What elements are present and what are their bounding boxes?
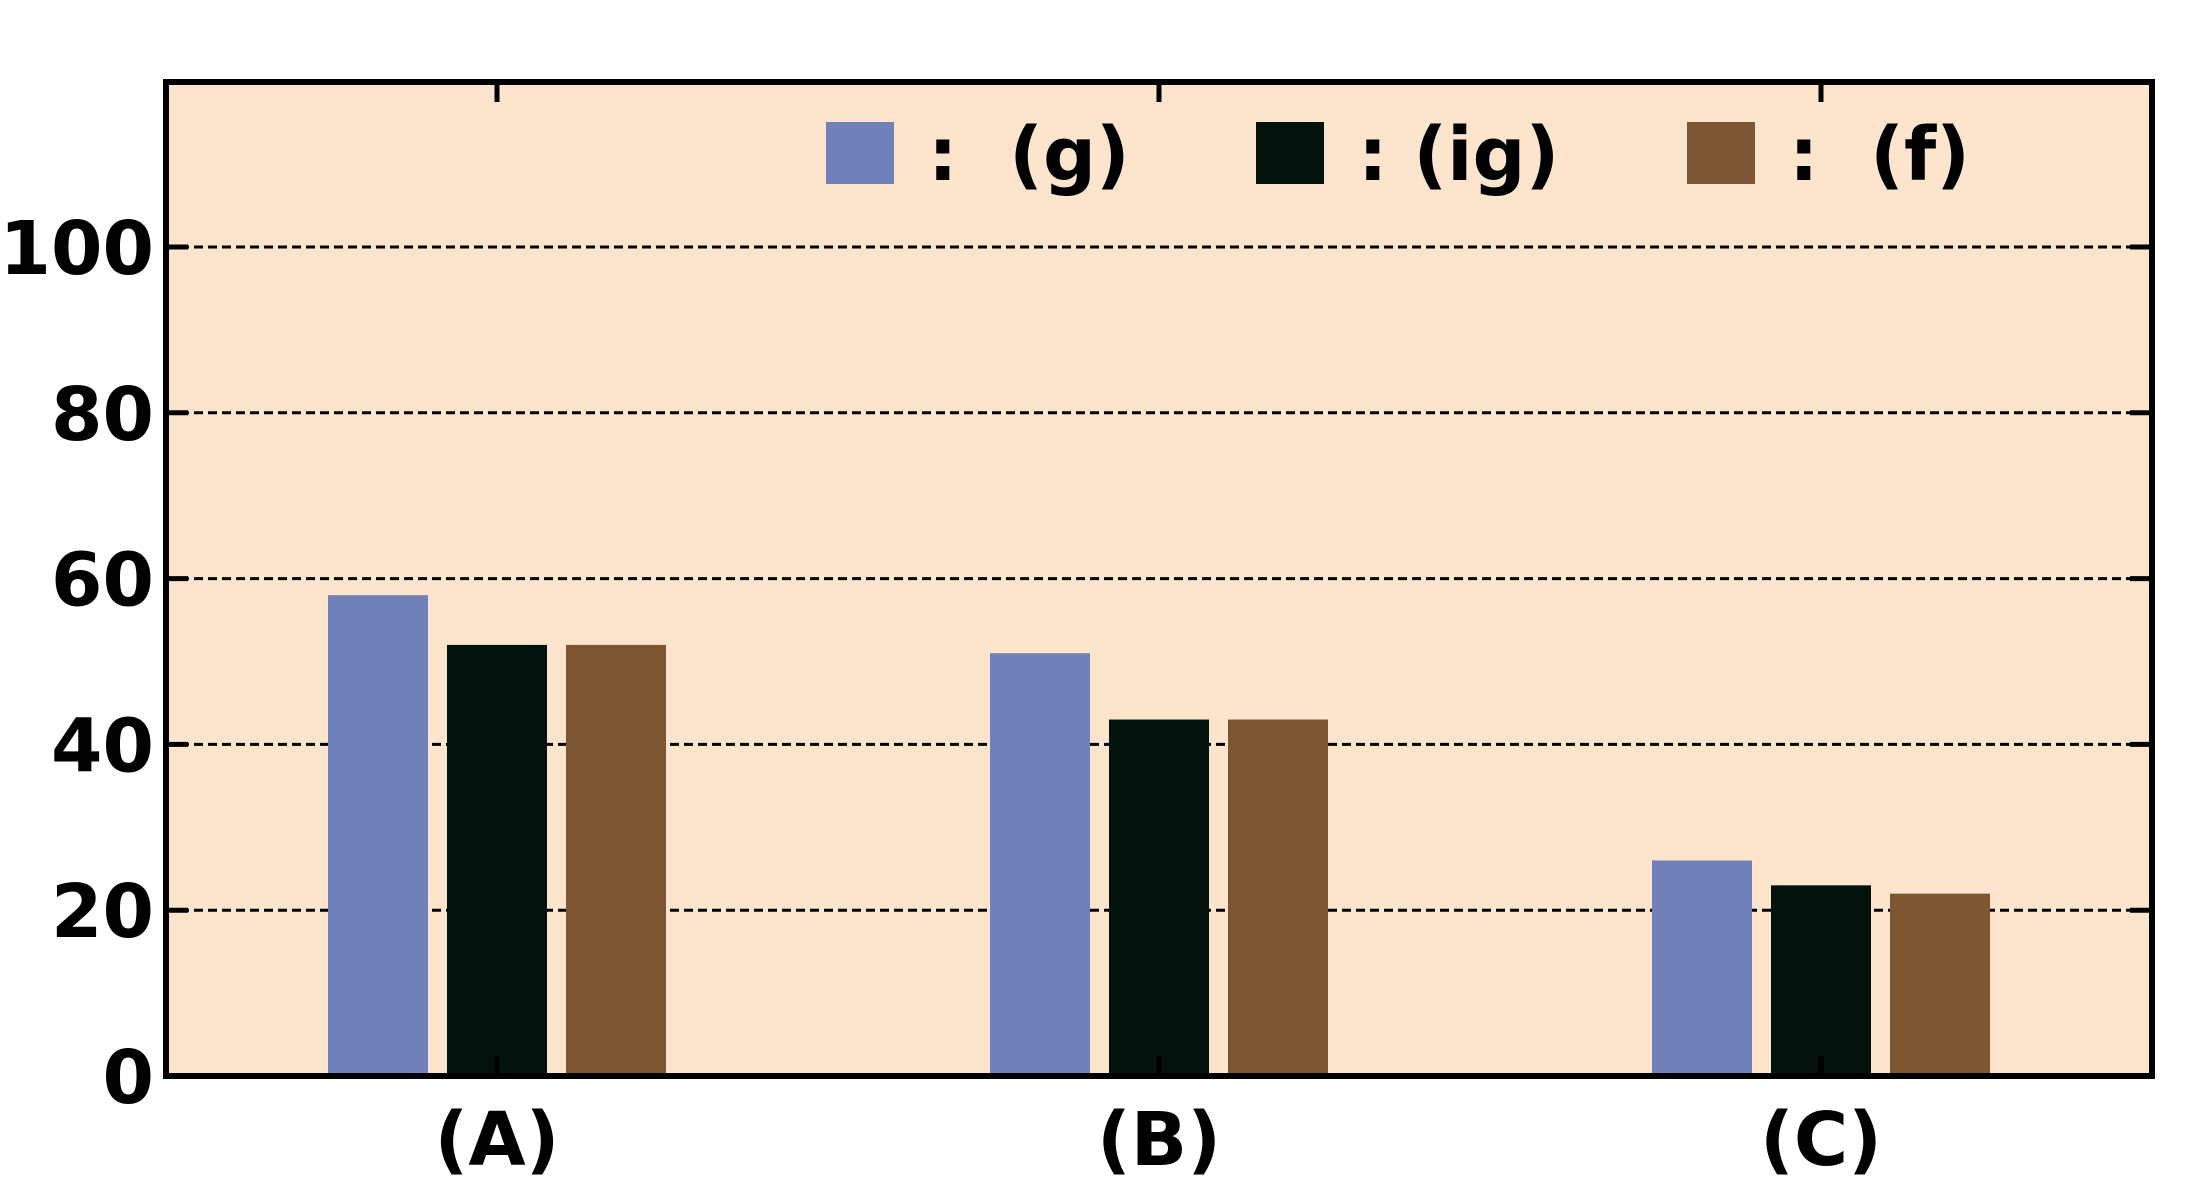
x-tick-label: (A)	[435, 1097, 560, 1183]
bar-3-2	[1228, 719, 1328, 1076]
legend-entry-1: : (g)	[826, 112, 1130, 198]
x-tick-label: (C)	[1760, 1097, 1882, 1183]
x-tick-label: (B)	[1097, 1097, 1221, 1183]
legend-swatch	[1256, 122, 1324, 184]
y-tick-label: 40	[51, 703, 154, 789]
legend-entry-3: : (f)	[1687, 112, 1970, 198]
tick-labels: 0 20 40 60 80 100 (A) (B) (C)	[0, 206, 1882, 1183]
legend-label: : (g)	[928, 112, 1130, 198]
bar-2-3	[1771, 885, 1871, 1076]
bar-1-3	[1652, 860, 1752, 1076]
legend-swatch	[826, 122, 894, 184]
legend-entry-2: : (ig)	[1256, 112, 1559, 198]
legend-label: : (f)	[1789, 112, 1970, 198]
legend-swatch	[1687, 122, 1755, 184]
y-tick-label: 60	[51, 538, 154, 624]
legend: : (g) : (ig) : (f)	[826, 112, 1970, 198]
y-tick-label: 20	[51, 869, 154, 955]
axes	[163, 79, 2155, 1079]
bar-1-1	[328, 595, 428, 1076]
bars	[328, 595, 1990, 1076]
bar-1-2	[990, 653, 1090, 1076]
bar-3-3	[1890, 893, 1990, 1076]
y-tick-label: 80	[51, 372, 154, 458]
y-tick-label: 0	[103, 1035, 155, 1121]
plot-frame	[163, 79, 2155, 1079]
y-tick-label: 100	[0, 206, 154, 292]
legend-label: : (ig)	[1358, 112, 1559, 198]
bar-3-1	[566, 644, 666, 1076]
bar-2-2	[1109, 719, 1209, 1076]
bar-2-1	[447, 644, 547, 1076]
